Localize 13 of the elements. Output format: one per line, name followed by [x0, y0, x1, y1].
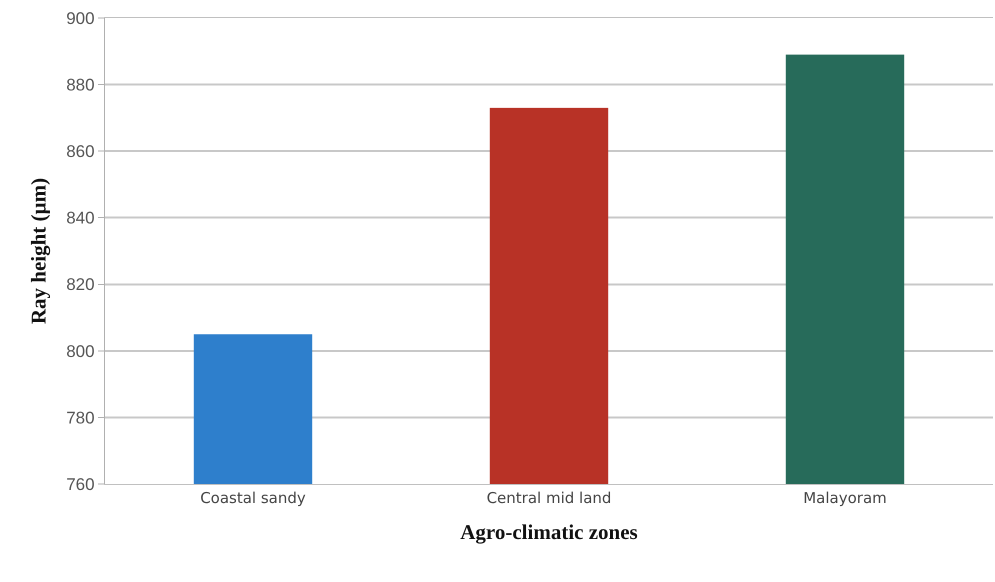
y-tick-label: 900 — [66, 8, 95, 28]
x-axis-title: Agro-climatic zones — [460, 520, 638, 544]
x-tick-label: Central mid land — [486, 489, 612, 507]
y-tick-label: 780 — [66, 408, 95, 428]
y-tick-label: 860 — [66, 142, 95, 162]
y-tick-label: 800 — [66, 342, 95, 361]
y-tick-label: 880 — [66, 76, 95, 95]
y-tick-label: 840 — [66, 208, 95, 228]
y-tick-label: 820 — [66, 275, 95, 294]
x-tick-label: Malayoram — [803, 489, 887, 507]
x-tick-label: Coastal sandy — [200, 489, 306, 507]
y-tick-label: 760 — [66, 474, 95, 494]
y-axis-title: Ray height (µm) — [26, 178, 50, 324]
